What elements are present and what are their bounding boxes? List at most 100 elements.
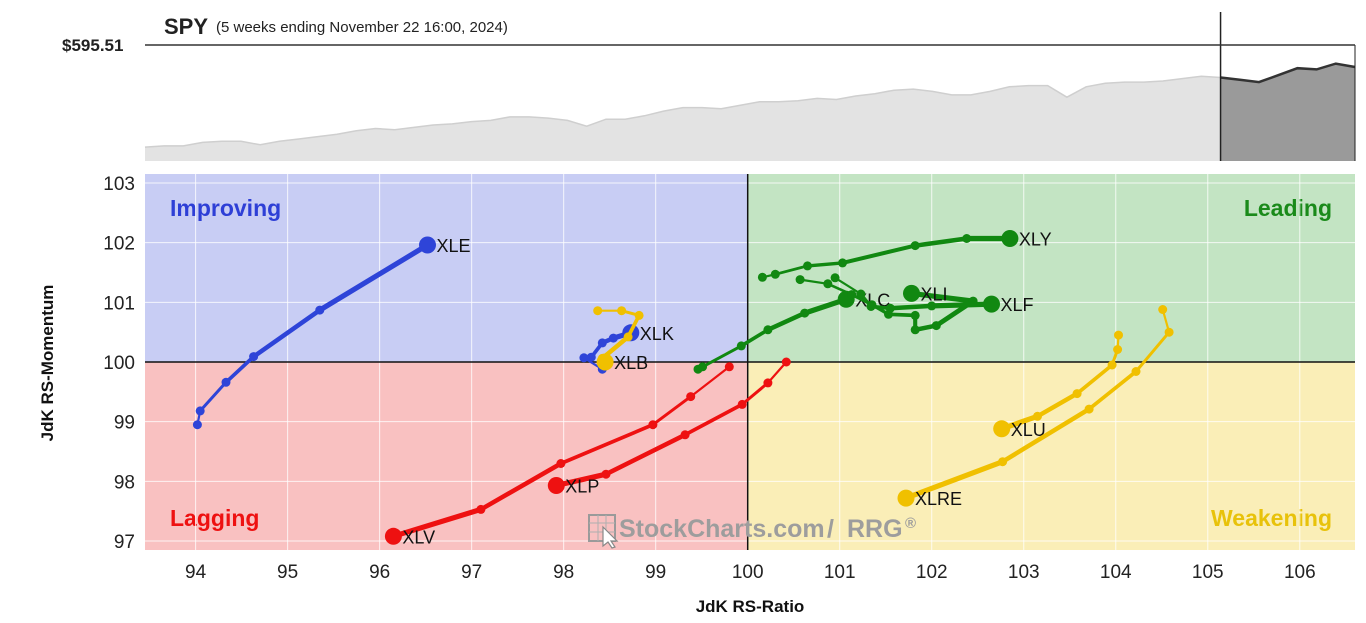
series-label: XLP [565,477,599,497]
tail-point [910,325,920,335]
x-tick-label: 98 [553,562,574,583]
tail-point [597,338,607,348]
tail-segment [603,432,688,477]
watermark-rrg: RRG [847,515,903,543]
tail-point [686,392,696,402]
tail-point [800,308,810,318]
x-tick-label: 96 [369,562,390,583]
head-point [897,489,915,507]
tail-point [998,457,1008,467]
y-tick-label: 99 [114,413,135,434]
axes: 94 95 96 97 98 99 100 101 102 103 104 105 106 97 98 99 1… [103,174,1315,583]
quadrant-improving [145,174,748,362]
x-tick-label: 99 [645,562,666,583]
tail-segment [740,381,770,406]
tail-segment [198,380,228,413]
symbol-title: SPY [164,14,208,39]
y-axis-label: JdK RS-Momentum [38,285,57,442]
tail-segment [798,278,829,285]
head-point [419,236,436,254]
y-tick-label: 98 [114,472,135,493]
head-point [384,527,402,545]
tail-segment [912,236,970,248]
tail-point [1084,404,1094,414]
tail-point [195,406,205,416]
tail-point [648,420,658,430]
tail-point [737,399,747,409]
series-xlv: XLV [384,362,734,547]
tail-point [476,504,486,514]
series-label: XLRE [915,489,962,509]
tail-segment [903,459,1006,501]
tail-point [763,325,773,335]
tail-segment [651,395,693,427]
tail-point [1072,389,1082,399]
tail-point [1033,411,1042,421]
tail-segment [1035,391,1080,419]
x-tick-label: 102 [916,562,948,583]
tail-point [1131,367,1141,376]
tail-segment [251,307,323,359]
tail-point [249,352,259,362]
tail-point [315,305,325,315]
tail-point [221,377,231,387]
head-point [1001,230,1019,247]
tail-point [1113,345,1123,354]
tail-point [830,273,840,283]
tail-point [757,272,767,282]
head-point [903,284,920,302]
tail-point [680,430,690,440]
tail-point [634,310,644,320]
tail-point [770,269,780,279]
quadrant-label-lagging: Lagging [170,505,259,531]
tail-point [847,290,857,300]
series-label: XLE [437,236,471,256]
tail-point [1158,305,1168,314]
tail-segment [833,276,863,296]
price-panel: SPY (5 weeks ending November 22 16:00, 2… [62,12,1356,161]
series-xle: XLE [192,236,471,430]
tail-segment [805,261,845,268]
series-label: XLU [1011,420,1046,440]
watermark-text: StockCharts.com [619,515,825,543]
tail-segment [888,303,934,311]
y-tick-label: 100 [103,353,135,374]
tail-point [579,353,589,363]
tail-point [795,275,805,285]
tail-point [586,352,596,362]
tail-point [1164,327,1174,337]
rrg-panel: Improving Leading Lagging Weakening StockCh… [38,174,1355,616]
tail-point [593,306,603,316]
head-point [596,353,614,371]
head-point [983,295,1000,313]
series-xlb: XLB [593,306,648,373]
tail-point [1114,330,1123,340]
series-xli: XLI [795,275,978,335]
y-tick-label: 102 [103,234,135,255]
x-axis-label: JdK RS-Ratio [696,597,805,616]
tail-point [724,362,734,372]
series-xlf: XLF [830,273,1034,315]
series-xlu: XLU [993,330,1123,440]
tail-point [885,303,895,313]
price-label: $595.51 [62,36,123,55]
tail-segment [701,344,743,369]
x-tick-label: 103 [1008,562,1040,583]
x-tick-label: 94 [185,562,207,583]
tail-point [617,306,627,316]
series-label: XLY [1019,230,1052,250]
x-tick-label: 106 [1284,562,1316,583]
series-label: XLV [402,527,435,547]
series-label: XLK [640,324,674,344]
tail-segment [766,360,788,384]
x-tick-label: 104 [1100,562,1132,583]
tail-point [736,341,746,351]
tail-point [803,261,812,271]
watermark-reg: ® [905,515,916,532]
x-tick-label: 97 [461,562,482,583]
tail-point [838,258,847,268]
tail-point [931,321,941,331]
price-line-history [144,75,1221,148]
x-tick-label: 101 [824,562,856,583]
quadrant-weakening [747,362,1355,550]
